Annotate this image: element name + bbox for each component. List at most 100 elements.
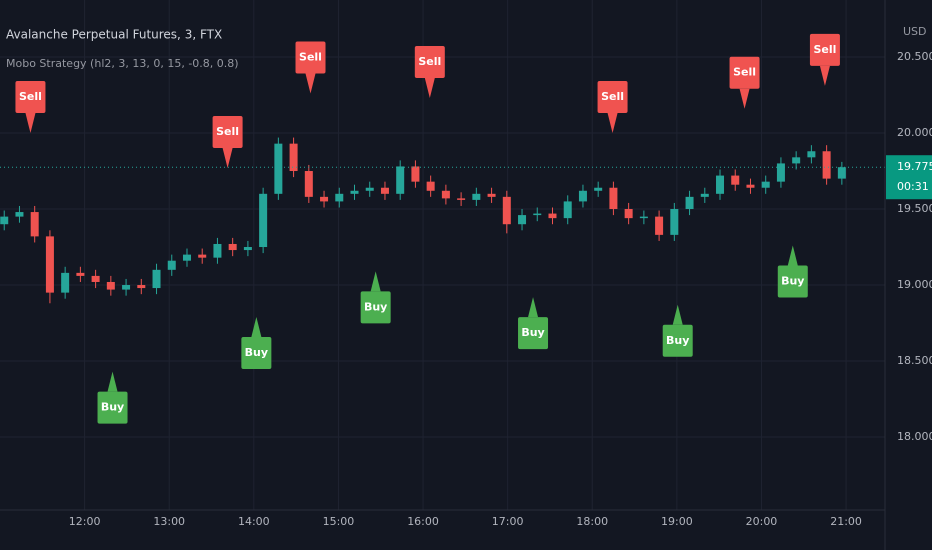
candle-body [320,196,329,202]
grid [0,0,885,510]
candle-body [594,187,603,191]
signal-label: Sell [299,50,322,63]
signal-box [777,265,808,298]
signal-pointer [305,73,316,94]
candle-body [670,209,679,235]
signal-pointer [739,88,750,109]
candle-body [365,187,374,191]
candle-body [837,167,846,179]
candle-body [548,213,557,219]
candle-body [457,198,466,200]
signal-label: Sell [418,55,441,68]
y-tick-label: 19.000 [897,278,932,291]
signal-label: Sell [19,90,42,103]
x-tick-label: 17:00 [492,515,524,528]
signal-pointer [607,113,618,134]
signal-box [97,391,128,424]
x-tick-label: 21:00 [830,515,862,528]
candle-body [472,193,481,200]
signal-box [597,81,628,114]
candle-body [639,216,648,219]
candle-body [182,254,191,261]
signal-label: Sell [601,90,624,103]
y-tick-label: 20.500 [897,50,932,63]
candle-body [106,281,115,290]
signal-pointer [25,113,36,134]
signal-pointer [370,271,381,292]
candle-body [563,201,572,219]
candle-body [655,216,664,235]
signal-box [212,115,243,148]
candle-body [304,171,313,197]
candle-body [731,175,740,185]
signal-pointer [107,371,118,392]
signal-pointer [424,78,435,99]
candle-body [502,196,511,225]
signal-label: Buy [364,300,387,313]
candle-body [609,187,618,210]
signal-label: Sell [216,125,239,138]
signal-pointer [787,245,798,266]
y-tick-label: 18.500 [897,354,932,367]
candle-body [350,190,359,194]
candle-body [411,166,420,182]
candle-body [213,243,222,258]
candle-body [426,181,435,191]
candle-body [746,184,755,188]
countdown: 00:31 [897,180,929,193]
candle-body [167,260,176,270]
x-tick-label: 19:00 [661,515,693,528]
signal-pointer [251,316,262,337]
candle-body [198,254,207,258]
candle-body [685,196,694,210]
plot: Sell Sell Sell Sell Sell Sell Sell Buy Buy Buy Buy… [0,33,885,424]
candle-body [335,193,344,202]
y-tick-label: 19.500 [897,202,932,215]
signal-box [518,317,549,350]
signal-label: Sell [733,66,756,79]
candle-body [396,166,405,194]
candle-body [380,187,389,194]
candle-body [0,216,9,225]
candle-body [776,163,785,182]
candle-body [30,212,39,237]
candle-body [45,236,54,293]
candle-body [761,181,770,188]
signal-pointer [528,297,539,318]
indicator-label: Mobo Strategy (hl2, 3, 13, 0, 15, -0.8, … [6,57,239,70]
currency: USD [903,25,927,38]
candle-body [289,143,298,172]
signal-pointer [672,304,683,325]
candle-body [518,215,527,225]
x-tick-label: 13:00 [153,515,185,528]
signal-label: Buy [521,326,544,339]
candle-body [243,247,252,251]
x-tick-label: 20:00 [746,515,778,528]
signal-label: Buy [781,274,804,287]
y-tick-label: 18.000 [897,430,932,443]
candle-body [533,213,542,216]
x-tick-label: 16:00 [407,515,439,528]
chart-title: Avalanche Perpetual Futures, 3, FTX [6,28,222,42]
candle-body [76,272,85,276]
candle-body [441,190,450,199]
candle-body [137,285,146,289]
signal-box [729,56,760,89]
candle-body [822,151,831,179]
y-tick-label: 20.000 [897,126,932,139]
candle-body [792,157,801,164]
x-tick-label: 15:00 [323,515,355,528]
x-tick-label: 14:00 [238,515,270,528]
last-price-label: 19.775 [897,160,932,173]
candle-body [259,193,268,248]
signal-label: Buy [101,401,124,414]
signal-box [662,324,693,357]
x-tick-label: 18:00 [576,515,608,528]
candle-body [716,175,725,194]
signal-box [295,41,326,74]
signal-label: Buy [245,346,268,359]
last-price-box [886,155,932,200]
signal-box [241,336,272,369]
